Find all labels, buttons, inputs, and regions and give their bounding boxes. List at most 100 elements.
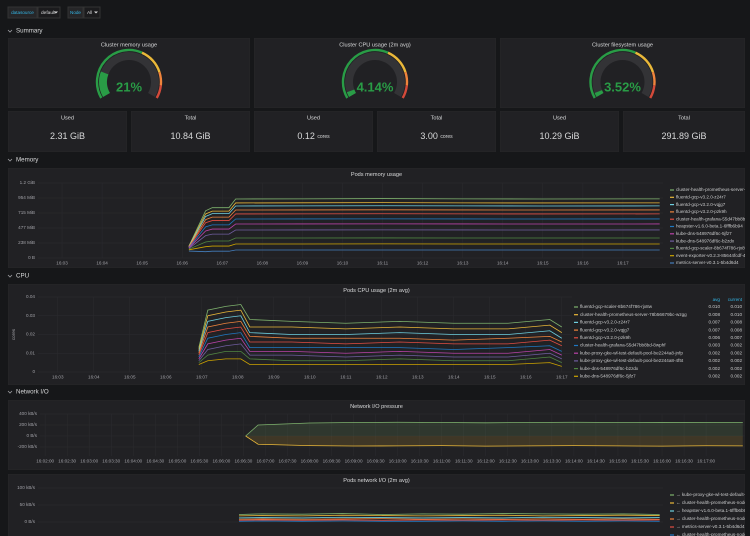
gauge-threshold-band <box>634 51 655 73</box>
legend-entry[interactable]: fluentd-gcp-v3.2.0-z24r7 <box>580 320 630 325</box>
area-fill <box>245 435 743 447</box>
stat-number: 10.29 <box>539 131 562 141</box>
legend-value: 0.008 <box>709 312 721 317</box>
stat-unit: GiB <box>565 131 580 141</box>
series-line <box>198 320 562 354</box>
x-tick-label: 16:07 <box>217 261 229 266</box>
area-fill <box>245 422 743 436</box>
row-title[interactable]: Memory <box>16 157 39 164</box>
legend-entry[interactable]: heapster-v1.6.0-beta.1-6fffb6b94 <box>676 224 743 229</box>
legend-entry[interactable]: fluentd-gcp-v3.2.0-pzk9h <box>676 209 727 214</box>
row-title[interactable]: CPU <box>16 273 29 280</box>
legend-entry[interactable]: cluster-health-grafana-55d47bb8bd-8wphf <box>580 343 666 348</box>
x-tick-label: 16:03 <box>52 375 64 380</box>
legend-value: 0.002 <box>709 366 721 371</box>
legend-entry[interactable]: kube-proxy-gke-wl-test-default-pool-be22… <box>580 358 684 363</box>
panel-title: Cluster memory usage <box>101 42 157 48</box>
legend-entry[interactable]: → cluster-health-prometheus-node-exporte… <box>676 516 750 521</box>
legend-entry[interactable]: kube-dns-548976df6c-5jfz7 <box>580 374 636 379</box>
legend-entry[interactable]: → metrics-server-v0.3.1-5b4d6d4 <box>676 524 745 529</box>
legend-entry[interactable]: fluentd-gcp-scaler-8b674f786-rjx8w <box>580 304 653 309</box>
legend-entry[interactable]: cluster-health-prometheus-server-7 <box>676 187 748 192</box>
y-tick-label: 100 kB/s <box>17 485 36 490</box>
legend-entry[interactable]: kube-dns-548976df6c-b2zdx <box>580 366 639 371</box>
panel-background <box>8 38 250 108</box>
series-line <box>188 198 660 247</box>
legend-entry[interactable]: fluentd-gcp-v3.2.0-z24r7 <box>676 195 726 200</box>
legend-entry[interactable]: ← cluster-health-prometheus-node-exporte… <box>676 532 750 536</box>
x-tick-label: 16:09 <box>297 261 309 266</box>
stat-unit: cores <box>440 134 453 140</box>
legend-entry[interactable]: fluentd-gcp-v3.2.0-vqjg7 <box>580 327 630 332</box>
series-line <box>238 513 660 515</box>
x-tick-label: 16:15 <box>484 375 496 380</box>
series-line <box>198 332 562 358</box>
variable-dropdown[interactable] <box>37 6 61 19</box>
legend-entry[interactable]: cluster-health-prometheus-server-78b5667… <box>580 312 687 317</box>
legend-entry[interactable]: ← cluster-health-prometheus-node-exporte… <box>676 500 750 505</box>
series-line <box>188 229 660 249</box>
x-tick-label: 16:14 <box>497 261 509 266</box>
x-tick-label: 16:15:30 <box>631 459 649 464</box>
y-tick-label: 1.2 GiB <box>20 180 35 185</box>
x-tick-label: 16:09:00 <box>345 459 363 464</box>
panel-title: Pods CPU usage (2m avg) <box>343 288 410 294</box>
panel-background <box>8 111 127 152</box>
stat-number: 2.31 <box>50 131 68 141</box>
x-tick-label: 16:03 <box>56 261 68 266</box>
x-tick-label: 16:04:30 <box>146 459 164 464</box>
x-tick-label: 16:17 <box>617 261 629 266</box>
row-title[interactable]: Summary <box>16 28 43 35</box>
variable-value[interactable]: All <box>87 10 92 16</box>
legend-entry[interactable]: fluentd-gcp-v3.2.0-vqjg7 <box>676 202 726 207</box>
legend-value: 0.002 <box>731 350 743 355</box>
stat-value: 291.89 GiB <box>661 131 706 141</box>
legend-value: 0.002 <box>731 366 743 371</box>
x-tick-label: 16:10:00 <box>389 459 407 464</box>
x-tick-label: 16:02:00 <box>36 459 54 464</box>
panel-title: Pods network I/O (2m avg) <box>343 478 410 484</box>
series-line <box>188 223 660 249</box>
legend-value: 0.010 <box>731 304 743 309</box>
stat-panel: Total 3.00 cores <box>377 111 496 152</box>
legend-entry[interactable]: kube-dns-548976df6c-b2zdx <box>676 238 735 243</box>
variable-dropdown[interactable] <box>83 6 101 19</box>
series-line <box>238 518 660 520</box>
series-line <box>198 304 563 348</box>
variable-value[interactable]: default <box>41 10 56 16</box>
graph-panel: Network I/O pressure 400 kB/s 200 kB/s 0 B/… <box>8 400 745 470</box>
x-tick-label: 16:09:30 <box>367 459 385 464</box>
stat-unit: GiB <box>692 131 707 141</box>
stat-unit: cores <box>317 134 330 140</box>
legend-entry[interactable]: fluentd-gcp-v3.2.0-pzk9h <box>580 335 631 340</box>
legend-column-header[interactable]: current <box>728 297 743 302</box>
legend-entry[interactable]: cluster-health-grafana-55d47bb8bd <box>676 216 748 221</box>
gauge-value-arc <box>99 71 111 97</box>
legend-entry[interactable]: event-exporter-v0.2.3-85644fcdf-4b <box>676 253 748 258</box>
x-tick-label: 16:04 <box>88 375 100 380</box>
gauge-value: 4.14% <box>357 79 394 94</box>
y-tick-label: 238 MiB <box>18 240 35 245</box>
x-tick-label: 16:08 <box>232 375 244 380</box>
legend-entry[interactable]: kube-proxy-gke-wl-test-default-pool-be22… <box>580 350 683 355</box>
stat-label: Used <box>553 115 566 121</box>
y-tick-label: 0.03 <box>26 313 35 318</box>
series-line <box>198 358 562 367</box>
legend-entry[interactable]: metrics-server-v0.3.1-5b4d6d4 <box>676 260 739 265</box>
panel-title: Pods memory usage <box>351 172 402 178</box>
legend-entry[interactable]: → heapster-v1.6.0-beta.1-6fffb6b94 <box>676 508 749 513</box>
stat-label: Total <box>185 115 197 121</box>
panel-background <box>623 111 745 152</box>
gauge-threshold-band <box>649 85 656 99</box>
stat-label: Used <box>61 115 74 121</box>
row-title[interactable]: Network I/O <box>16 389 49 396</box>
panel-background <box>8 400 745 470</box>
x-tick-label: 16:14 <box>448 375 460 380</box>
legend-entry[interactable]: fluentd-gcp-scaler-8b674f786-rjx8w <box>676 246 749 251</box>
series-line <box>188 205 660 247</box>
graph-panel: Pods CPU usage (2m avg) 0 0.01 0.02 0.03 0.04… <box>8 284 745 385</box>
x-tick-label: 16:05 <box>136 261 148 266</box>
legend-entry[interactable]: → kube-proxy-gke-wl-test-default-pool <box>676 492 750 497</box>
legend-entry[interactable]: kube-dns-548976df6c-5jfz7 <box>676 231 732 236</box>
legend-column-header[interactable]: avg <box>713 297 721 302</box>
